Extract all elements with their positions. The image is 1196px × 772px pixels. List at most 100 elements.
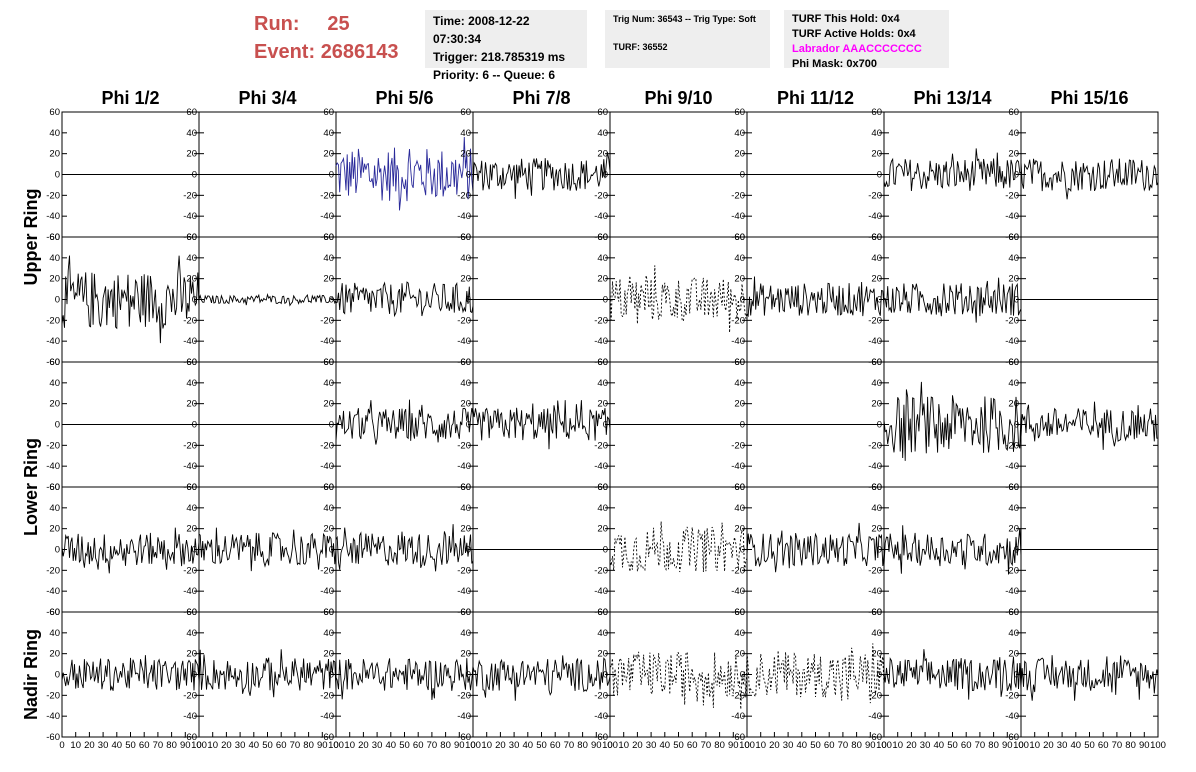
y-tick-label: -40 bbox=[183, 211, 197, 222]
x-tick-label: 100 bbox=[602, 740, 618, 751]
waveform-trace bbox=[335, 399, 474, 445]
y-tick-label: 60 bbox=[460, 607, 471, 618]
y-tick-label: 0 bbox=[1014, 420, 1019, 431]
y-tick-label: 20 bbox=[597, 524, 608, 535]
y-tick-label: 0 bbox=[740, 170, 745, 181]
y-tick-label: -20 bbox=[457, 440, 471, 451]
y-tick-label: -20 bbox=[46, 440, 60, 451]
y-tick-label: -20 bbox=[183, 315, 197, 326]
y-tick-label: 0 bbox=[740, 295, 745, 306]
y-tick-label: 60 bbox=[186, 232, 197, 243]
y-tick-label: 20 bbox=[871, 399, 882, 410]
y-tick-label: -40 bbox=[594, 711, 608, 722]
y-tick-label: -40 bbox=[868, 211, 882, 222]
x-tick-label: 0 bbox=[196, 740, 201, 751]
y-tick-label: 60 bbox=[1008, 232, 1019, 243]
y-tick-label: 40 bbox=[734, 253, 745, 264]
x-tick-label: 70 bbox=[701, 740, 712, 751]
y-tick-label: 0 bbox=[603, 545, 608, 556]
y-tick-label: 60 bbox=[1008, 607, 1019, 618]
y-tick-label: 40 bbox=[460, 503, 471, 514]
time-info-box: Time: 2008-12-22 07:30:34 Trigger: 218.7… bbox=[425, 10, 587, 82]
x-tick-label: 20 bbox=[358, 740, 369, 751]
y-tick-label: -20 bbox=[183, 440, 197, 451]
y-tick-label: 60 bbox=[186, 107, 197, 118]
x-tick-label: 80 bbox=[577, 740, 588, 751]
x-tick-label: 20 bbox=[906, 740, 917, 751]
y-tick-label: 0 bbox=[466, 295, 471, 306]
y-tick-label: 60 bbox=[49, 357, 60, 368]
y-tick-label: 60 bbox=[186, 482, 197, 493]
x-tick-label: 90 bbox=[728, 740, 739, 751]
y-tick-label: 40 bbox=[49, 128, 60, 139]
panel-frame bbox=[335, 111, 474, 238]
y-tick-label: -40 bbox=[457, 336, 471, 347]
x-tick-label: 60 bbox=[139, 740, 150, 751]
y-tick-label: -20 bbox=[594, 440, 608, 451]
y-tick-label: 40 bbox=[871, 503, 882, 514]
waveform-trace bbox=[609, 265, 748, 333]
y-tick-label: 40 bbox=[460, 128, 471, 139]
turf-active-holds-text: TURF Active Holds: 0x4 bbox=[792, 28, 916, 40]
x-tick-label: 30 bbox=[372, 740, 383, 751]
x-tick-label: 0 bbox=[607, 740, 612, 751]
y-tick-label: 60 bbox=[597, 482, 608, 493]
waveform-trace bbox=[335, 524, 474, 572]
y-tick-label: 60 bbox=[460, 232, 471, 243]
y-tick-label: 20 bbox=[734, 149, 745, 160]
x-tick-label: 50 bbox=[1084, 740, 1095, 751]
y-tick-label: 0 bbox=[466, 420, 471, 431]
x-tick-label: 0 bbox=[881, 740, 886, 751]
y-tick-label: -20 bbox=[594, 315, 608, 326]
y-tick-label: 20 bbox=[460, 149, 471, 160]
y-tick-label: -20 bbox=[868, 315, 882, 326]
y-tick-label: 20 bbox=[49, 524, 60, 535]
y-tick-label: -40 bbox=[731, 711, 745, 722]
y-tick-label: 20 bbox=[323, 649, 334, 660]
x-tick-label: 0 bbox=[333, 740, 338, 751]
y-tick-label: 0 bbox=[466, 170, 471, 181]
y-tick-label: -60 bbox=[46, 607, 60, 618]
time-text: Time: 2008-12-22 07:30:34 bbox=[433, 14, 530, 46]
x-tick-label: 30 bbox=[98, 740, 109, 751]
column-title: Phi 9/10 bbox=[644, 88, 712, 108]
y-tick-label: -40 bbox=[1005, 711, 1019, 722]
y-tick-label: 60 bbox=[323, 482, 334, 493]
y-tick-label: -20 bbox=[731, 690, 745, 701]
x-tick-label: 0 bbox=[59, 740, 64, 751]
y-tick-label: 0 bbox=[603, 170, 608, 181]
y-tick-label: 60 bbox=[49, 482, 60, 493]
y-tick-label: 40 bbox=[186, 378, 197, 389]
y-tick-label: -40 bbox=[46, 586, 60, 597]
y-tick-label: -40 bbox=[183, 586, 197, 597]
y-tick-label: -20 bbox=[731, 440, 745, 451]
x-tick-label: 40 bbox=[934, 740, 945, 751]
x-tick-label: 70 bbox=[427, 740, 438, 751]
x-tick-label: 90 bbox=[1139, 740, 1150, 751]
y-tick-label: -20 bbox=[320, 440, 334, 451]
x-tick-label: 100 bbox=[465, 740, 481, 751]
y-tick-label: -20 bbox=[320, 565, 334, 576]
trig-num-text: Trig Num: 36543 -- Trig Type: Soft bbox=[613, 14, 756, 24]
waveform-trace bbox=[1020, 401, 1158, 450]
column-title: Phi 15/16 bbox=[1050, 88, 1128, 108]
y-tick-label: 60 bbox=[323, 607, 334, 618]
y-tick-label: 0 bbox=[740, 545, 745, 556]
x-tick-label: 90 bbox=[454, 740, 465, 751]
y-tick-label: 20 bbox=[1008, 649, 1019, 660]
y-tick-label: 0 bbox=[329, 420, 334, 431]
y-tick-label: 40 bbox=[49, 628, 60, 639]
y-tick-label: 40 bbox=[871, 378, 882, 389]
y-tick-label: 0 bbox=[466, 545, 471, 556]
y-tick-label: -20 bbox=[594, 565, 608, 576]
y-tick-label: 60 bbox=[49, 607, 60, 618]
y-tick-label: -60 bbox=[731, 732, 745, 743]
y-tick-label: 20 bbox=[460, 399, 471, 410]
x-tick-label: 30 bbox=[783, 740, 794, 751]
x-tick-label: 70 bbox=[975, 740, 986, 751]
x-tick-label: 30 bbox=[646, 740, 657, 751]
x-tick-label: 90 bbox=[180, 740, 191, 751]
y-tick-label: 0 bbox=[55, 670, 60, 681]
phi-mask-text: Phi Mask: 0x700 bbox=[792, 58, 877, 70]
y-tick-label: 60 bbox=[871, 482, 882, 493]
